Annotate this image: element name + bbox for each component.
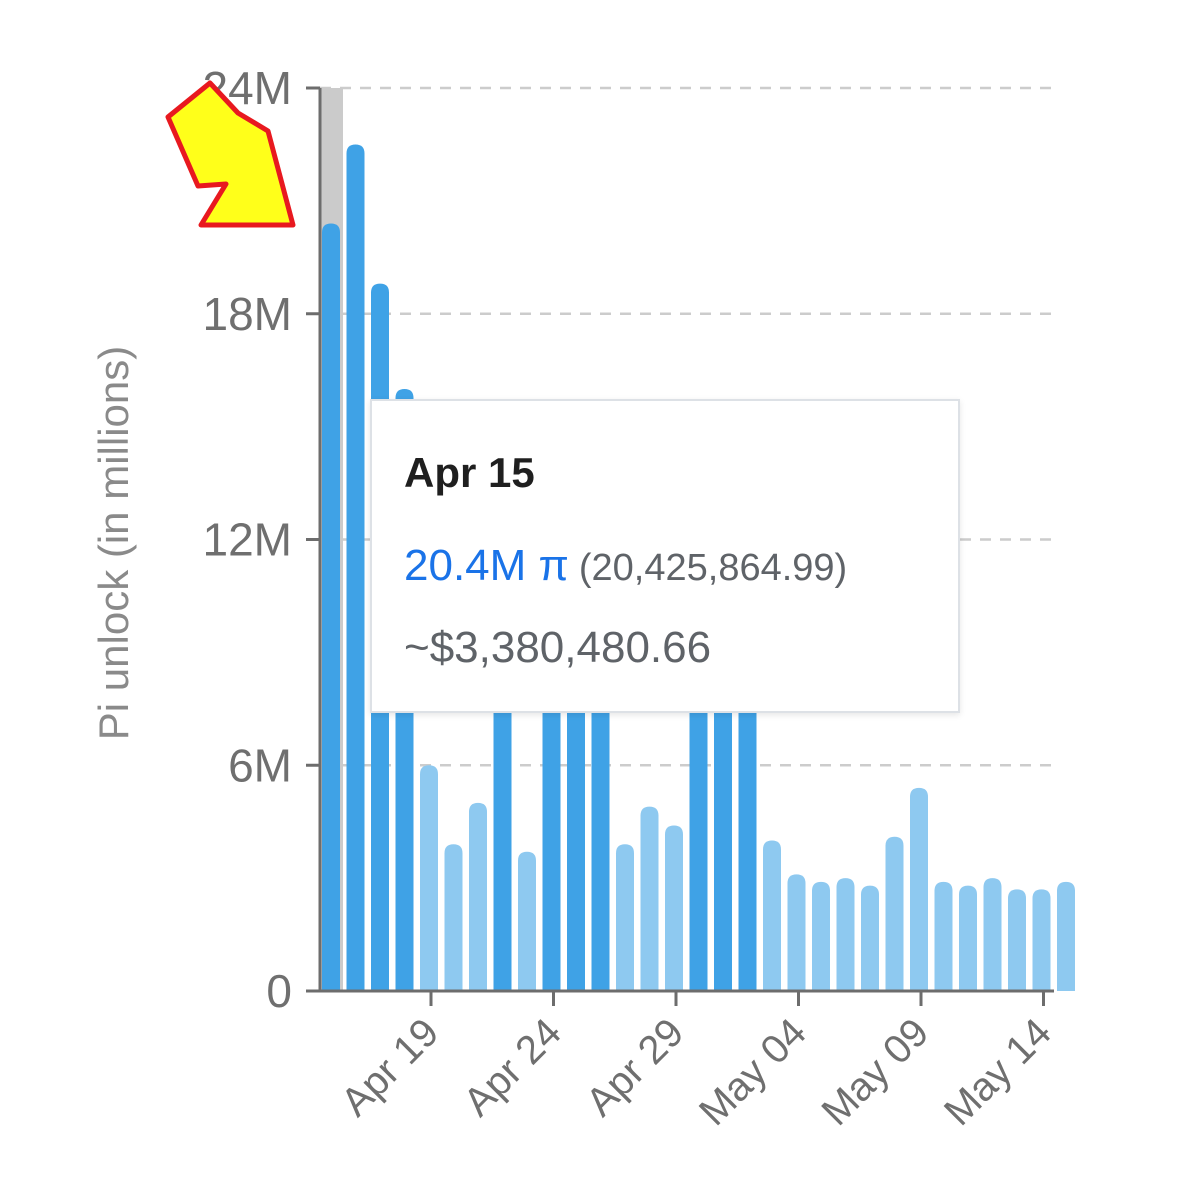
y-axis-label: Pi unlock (in millions) — [90, 346, 137, 740]
tooltip-usd-value: ~$3,380,480.66 — [404, 623, 712, 672]
x-tick-label: May 04 — [691, 1010, 815, 1134]
bar-may-11[interactable] — [959, 885, 977, 991]
bar-apr-27[interactable] — [616, 844, 634, 991]
x-tick-label: May 14 — [936, 1010, 1060, 1134]
bar-may-03[interactable] — [763, 840, 781, 992]
bar-apr-19[interactable] — [420, 765, 438, 991]
y-tick-label: 6M — [228, 739, 292, 791]
tooltip-exact-value: (20,425,864.99) — [578, 547, 848, 589]
bar-apr-15[interactable] — [322, 223, 340, 991]
bar-may-13[interactable] — [1008, 889, 1026, 991]
bar-apr-21[interactable] — [469, 802, 487, 991]
bar-apr-22[interactable] — [493, 652, 512, 991]
bar-apr-29[interactable] — [665, 825, 683, 991]
x-tick-label: Apr 24 — [455, 1010, 569, 1124]
bar-may-10[interactable] — [934, 881, 953, 991]
bar-apr-23[interactable] — [518, 851, 536, 991]
bar-apr-30[interactable] — [689, 652, 708, 991]
y-tick-label: 12M — [203, 514, 292, 566]
bar-may-09[interactable] — [910, 787, 928, 991]
bar-may-12[interactable] — [983, 878, 1002, 991]
annotation-arrow-icon — [165, 80, 296, 228]
bar-apr-26[interactable] — [591, 652, 610, 991]
bar-may-04[interactable] — [787, 874, 806, 991]
y-tick-label: 0 — [266, 965, 292, 1017]
bar-apr-28[interactable] — [640, 806, 659, 991]
bar-apr-25[interactable] — [567, 652, 585, 991]
y-tick-label: 18M — [203, 288, 292, 340]
bar-may-14[interactable] — [1032, 889, 1051, 991]
bar-may-05[interactable] — [812, 881, 830, 991]
tooltip-value-line: 20.4M π (20,425,864.99) — [404, 541, 847, 591]
bar-tooltip: Apr 15 20.4M π (20,425,864.99) ~$3,380,48… — [370, 399, 960, 713]
axes — [306, 86, 1054, 1006]
x-tick-label: Apr 19 — [333, 1010, 447, 1124]
bar-may-08[interactable] — [885, 836, 904, 991]
x-tick-label: Apr 29 — [578, 1010, 692, 1124]
bar-may-02[interactable] — [738, 652, 757, 991]
bar-may-06[interactable] — [836, 878, 855, 991]
bar-apr-20[interactable] — [444, 844, 463, 991]
bar-may-15[interactable] — [1057, 881, 1075, 991]
bar-apr-16[interactable] — [346, 144, 365, 991]
tooltip-primary-value: 20.4M π — [404, 541, 569, 590]
tooltip-date: Apr 15 — [404, 449, 535, 496]
x-tick-label: May 09 — [813, 1010, 937, 1134]
bar-may-07[interactable] — [861, 885, 879, 991]
bar-may-01[interactable] — [714, 652, 732, 991]
bar-apr-24[interactable] — [542, 652, 561, 991]
